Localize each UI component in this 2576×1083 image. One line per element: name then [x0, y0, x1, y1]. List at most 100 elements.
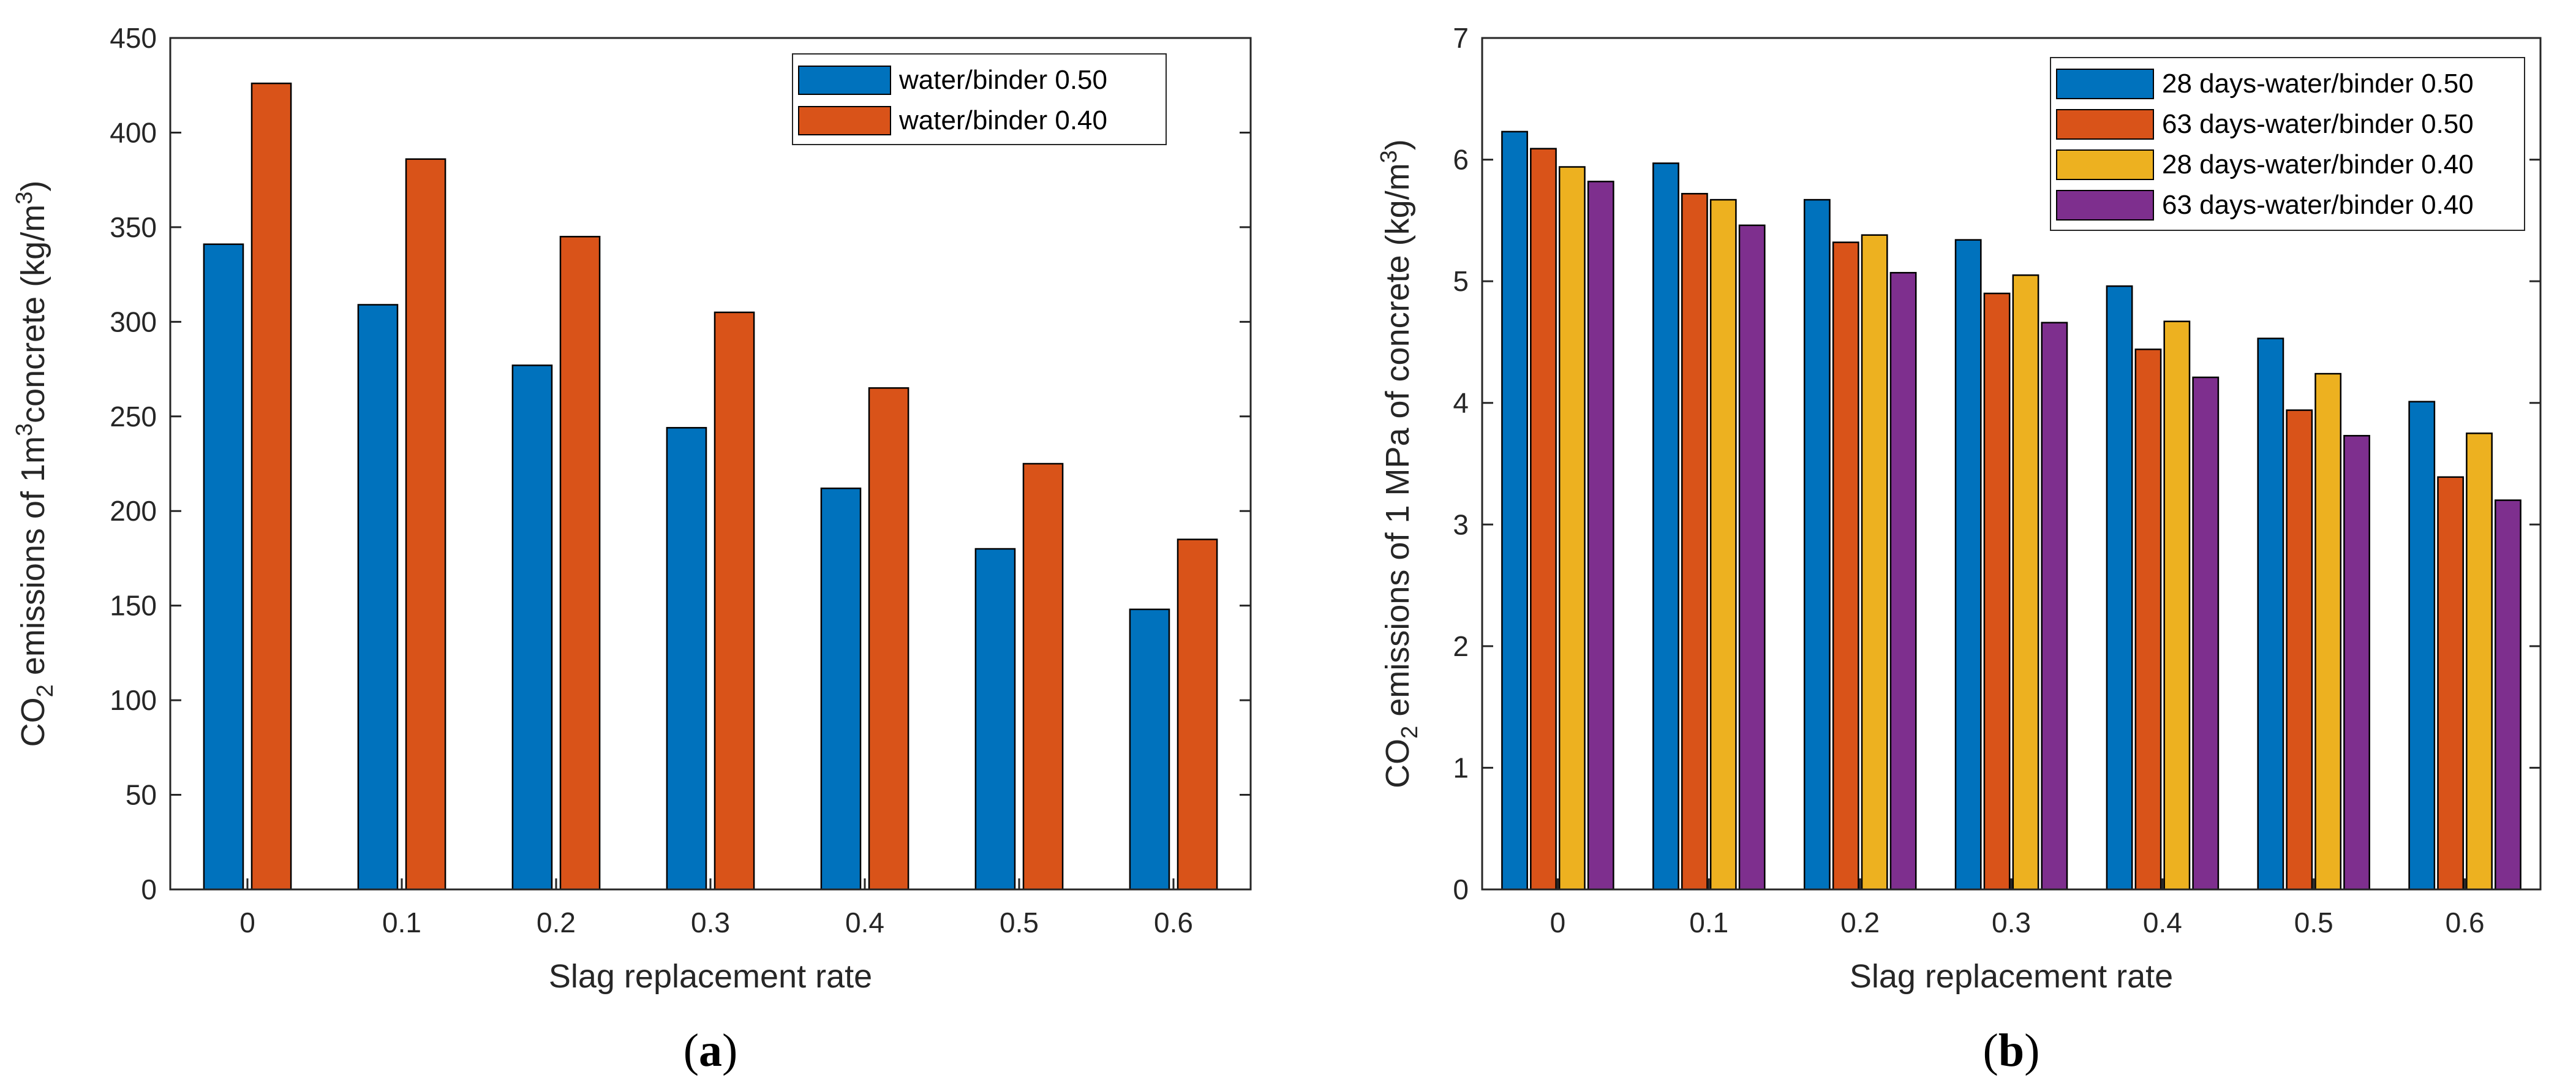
bar-b-s3-c2: [1889, 271, 1917, 891]
x-tick-label: 0.3: [1992, 907, 2031, 938]
y-tick-label: 7: [1453, 22, 1469, 54]
panel-b-axes-box: [1481, 37, 2542, 891]
x-tick-label: 0.4: [845, 907, 884, 938]
bar-b-s3-c6: [2495, 499, 2521, 891]
x-tick-label: 0: [239, 907, 255, 938]
bar-b-s0-c0: [1501, 130, 1528, 891]
y-tick-label: 4: [1453, 387, 1469, 419]
legend-swatch-28d-wb-050: [2056, 69, 2154, 99]
bar-b-s1-c3: [1983, 292, 2011, 891]
legend-label-63d-wb-040: 63 days-water/binder 0.40: [2162, 190, 2474, 220]
x-tick-label: 0.4: [2143, 907, 2182, 938]
bar-a-s0-c1: [357, 304, 399, 891]
x-tick-label: 0.6: [1154, 907, 1193, 938]
y-tick-label: 200: [110, 495, 157, 527]
legend-label-28d-wb-040: 28 days-water/binder 0.40: [2162, 149, 2474, 179]
bar-a-s1-c3: [714, 311, 755, 891]
bar-b-s3-c3: [2041, 322, 2068, 891]
bar-b-s1-c5: [2286, 409, 2313, 891]
panel-b-x-ticks: 0 0.1 0.2 0.3 0.4 0.5 0.6: [1550, 878, 2485, 938]
x-tick-label: 0.5: [2294, 907, 2333, 938]
y-tick-label: 100: [110, 684, 157, 716]
bar-b-s1-c0: [1530, 148, 1557, 891]
panel-a-axes-box: [169, 37, 1252, 891]
y-tick-label: 5: [1453, 265, 1469, 297]
bar-b-s3-c4: [2192, 376, 2220, 891]
panel-a-chart: 0 50 100 150 200 250 300 350 400 450 0 0.1 0.2 0.3 0.…: [12, 22, 1252, 1076]
legend-swatch-water-binder-050: [798, 66, 891, 95]
bar-b-s2-c5: [2314, 372, 2342, 891]
legend-label-water-binder-050: water/binder 0.50: [898, 65, 1107, 95]
bar-a-s0-c5: [974, 548, 1016, 891]
bar-a-s1-c2: [559, 236, 601, 891]
panel-b-chart: 0 1 2 3 4 5 6 7 0 0.1 0.2 0.3 0.4 0.5 0.6 Slag replac…: [1376, 22, 2542, 1076]
bar-b-s0-c2: [1803, 198, 1831, 891]
bar-b-s0-c3: [1954, 239, 1982, 891]
bar-a-s0-c0: [203, 243, 244, 891]
panel-b-y-axis-label: CO2 emissions of 1 MPa of concrete (kg/m…: [1376, 139, 1423, 788]
y-tick-label: 3: [1453, 508, 1469, 540]
x-tick-label: 0: [1550, 907, 1566, 938]
bar-b-s2-c3: [2012, 274, 2039, 891]
y-tick-label: 350: [110, 211, 157, 243]
y-tick-label: 150: [110, 590, 157, 622]
bar-b-s2-c6: [2466, 432, 2493, 891]
x-tick-label: 0.2: [1840, 907, 1880, 938]
panel-b-x-axis-label: Slag replacement rate: [1850, 958, 2173, 995]
bar-b-s3-c5: [2343, 435, 2370, 891]
bar-b-s2-c4: [2163, 320, 2191, 891]
x-tick-label: 0.6: [2446, 907, 2485, 938]
panel-a-y-ticks: 0 50 100 150 200 250 300 350 400 450: [110, 22, 1251, 905]
panel-a-plot-area: [170, 38, 1251, 889]
bar-b-s3-c0: [1587, 181, 1614, 891]
panel-a-y-axis-label: CO2 emissions of 1m3concrete (kg/m3): [12, 181, 58, 747]
panel-b-y-ticks: 0 1 2 3 4 5 6 7: [1453, 22, 2540, 905]
legend-swatch-63d-wb-050: [2056, 109, 2154, 140]
panel-b-legend: 28 days-water/binder 0.50 63 days-water/…: [2050, 57, 2525, 231]
panel-a-x-axis-label: Slag replacement rate: [549, 958, 872, 995]
y-tick-label: 300: [110, 306, 157, 338]
bar-a-s1-c6: [1177, 538, 1218, 891]
panel-b-bars: [1501, 130, 2521, 891]
legend-label-28d-wb-050: 28 days-water/binder 0.50: [2162, 69, 2474, 99]
x-tick-label: 0.1: [382, 907, 421, 938]
x-tick-label: 0.1: [1689, 907, 1728, 938]
bar-a-s1-c0: [250, 82, 292, 891]
bar-b-s1-c4: [2134, 349, 2162, 891]
y-tick-label: 0: [141, 874, 157, 905]
bar-b-s1-c1: [1681, 192, 1708, 891]
y-tick-label: 1: [1453, 752, 1469, 783]
bar-b-s0-c4: [2106, 285, 2133, 891]
legend-label-water-binder-040: water/binder 0.40: [898, 105, 1107, 135]
y-tick-label: 2: [1453, 630, 1469, 662]
bar-b-s3-c1: [1738, 224, 1766, 891]
bar-a-s0-c3: [666, 427, 707, 891]
legend-swatch-28d-wb-040: [2056, 149, 2154, 180]
panel-a-legend: water/binder 0.50 water/binder 0.40: [792, 53, 1167, 145]
bar-b-s0-c5: [2257, 338, 2284, 891]
y-tick-label: 250: [110, 401, 157, 432]
bar-b-s1-c6: [2437, 476, 2465, 891]
bar-a-s0-c6: [1129, 608, 1170, 891]
y-tick-label: 6: [1453, 144, 1469, 176]
bar-b-s2-c0: [1558, 166, 1586, 891]
panel-a-caption: (a): [684, 1025, 738, 1076]
x-tick-label: 0.5: [1000, 907, 1039, 938]
y-tick-label: 50: [126, 779, 157, 811]
x-tick-label: 0.2: [537, 907, 576, 938]
legend-swatch-water-binder-040: [798, 106, 891, 135]
legend-swatch-63d-wb-040: [2056, 190, 2154, 221]
bar-b-s0-c1: [1652, 162, 1679, 891]
bar-a-s1-c1: [405, 158, 446, 891]
panel-a-x-ticks: 0 0.1 0.2 0.3 0.4 0.5 0.6: [239, 878, 1193, 938]
bar-b-s1-c2: [1832, 241, 1859, 891]
panel-b-caption: (b): [1983, 1025, 2040, 1076]
y-tick-label: 450: [110, 22, 157, 54]
bar-a-s0-c2: [511, 364, 553, 891]
bar-b-s2-c2: [1861, 234, 1888, 891]
panel-a-bars: [203, 82, 1218, 891]
bar-a-s1-c4: [868, 387, 910, 891]
bar-b-s0-c6: [2408, 401, 2436, 891]
x-tick-label: 0.3: [691, 907, 730, 938]
